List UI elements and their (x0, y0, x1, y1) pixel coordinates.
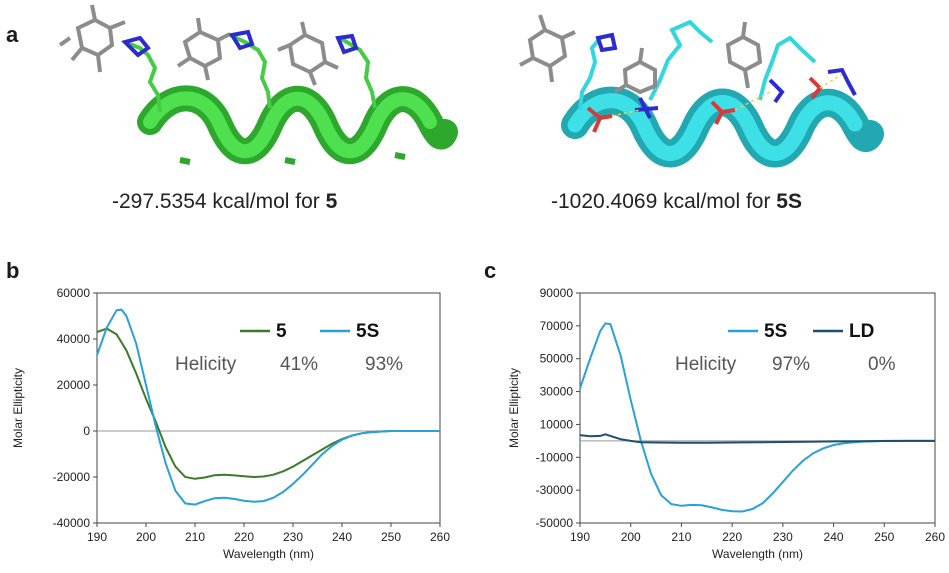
chart-b-y-tick-label: 0 (83, 424, 90, 438)
chart-c-x-axis-label: Wavelength (nm) (712, 547, 803, 561)
right-structure-caption: -1020.4069 kcal/mol for 5S (551, 190, 802, 214)
molecular-structures (58, 4, 884, 168)
chart-c-y-axis-label: Molar Ellipticity (507, 368, 521, 448)
chart-b-y-tick-label: -20000 (53, 470, 91, 484)
chart-b-y-tick-label: 20000 (57, 378, 91, 392)
panel-letter-c: c (484, 258, 497, 283)
chart-b-x-tick-label: 200 (136, 530, 156, 544)
left-helix-ribbon (137, 85, 458, 165)
chart-b-x-tick-label: 260 (430, 530, 450, 544)
chart-b-x-tick-label: 240 (332, 530, 352, 544)
chart-c-x-tick-label: 210 (671, 530, 691, 544)
chart-b-legend-label-5: 5 (276, 321, 287, 342)
chart-c-plot-frame (579, 292, 936, 524)
chart-b-x-tick-label: 210 (185, 530, 205, 544)
chart-b-x-axis-label: Wavelength (nm) (223, 547, 314, 561)
chart-c-y-tick-label: -10000 (536, 450, 574, 464)
right-helix-structure (519, 14, 884, 168)
chart-c-legend-label-5s: 5S (764, 321, 787, 342)
chart-b-helicity-value-5s: 93% (365, 354, 403, 375)
left-structure-caption: -297.5354 kcal/mol for 5 (112, 190, 337, 214)
right-nitrogen-atoms (595, 32, 857, 119)
chart-c-helicity-value-5s: 97% (772, 354, 810, 375)
chart-b-y-tick-label: -40000 (53, 516, 91, 530)
left-caption-energy: -297.5354 kcal/mol for (112, 190, 326, 213)
chart-b-plot-frame (96, 292, 441, 524)
left-helix-structure (58, 4, 458, 165)
chart-c-y-tick-label: 30000 (540, 385, 574, 399)
right-oxygen-atoms (586, 76, 823, 133)
chart-b-legend-label-5s: 5S (356, 321, 379, 342)
chart-c-y-tick-label: 10000 (540, 417, 574, 431)
chart-c-legend-label-ld: LD (849, 321, 874, 342)
chart-b-y-tick-label: 60000 (57, 286, 91, 300)
chart-b-x-tick-label: 250 (381, 530, 401, 544)
chart-b-helicity-label: Helicity (175, 354, 237, 375)
right-caption-energy: -1020.4069 kcal/mol for (551, 190, 777, 213)
chart-c-helicity-value-ld: 0% (868, 354, 896, 375)
chart-b-y-tick-label: 40000 (57, 332, 91, 346)
left-sugar-groups (58, 4, 339, 86)
panel-letter-a: a (6, 22, 19, 47)
chart-c-x-tick-label: 260 (925, 530, 945, 544)
chart-c-y-tick-label: -30000 (536, 483, 574, 497)
right-linker-chains (578, 19, 817, 111)
chart-c-y-tick-label: 50000 (540, 352, 574, 366)
right-sugar-groups (519, 14, 763, 95)
panel-letter-b: b (6, 258, 20, 283)
left-caption-compound: 5 (325, 190, 338, 213)
chart-c-x-tick-label: 240 (824, 530, 844, 544)
chart-c-y-tick-label: -50000 (536, 516, 574, 530)
chart-b-helicity-value-5: 41% (280, 354, 318, 375)
chart-c-x-tick-label: 220 (722, 530, 742, 544)
right-caption-compound: 5S (776, 190, 802, 213)
right-hydrogen-bonds (611, 73, 843, 117)
chart-b-x-tick-label: 190 (87, 530, 107, 544)
chart-c-x-tick-label: 190 (570, 530, 590, 544)
chart-c-x-tick-label: 230 (773, 530, 793, 544)
chart-c-y-tick-label: 70000 (540, 319, 574, 333)
chart-c-y-tick-label: 90000 (540, 286, 574, 300)
chart-b-x-tick-label: 230 (283, 530, 303, 544)
chart-c-helicity-label: Helicity (675, 354, 737, 375)
chart-c-x-tick-label: 200 (621, 530, 641, 544)
left-linker-chains (124, 33, 377, 113)
chart-b-x-tick-label: 220 (234, 530, 254, 544)
left-nitrogen-atoms (121, 29, 359, 58)
right-helix-ribbon (561, 86, 884, 168)
chart-c-series-line-5s (579, 322, 935, 513)
chart-c-series-line-ld (579, 433, 935, 444)
chart-b-y-axis-label: Molar Ellipticity (11, 368, 25, 448)
chart-b-series-line-5s (96, 308, 440, 506)
chart-c-x-tick-label: 250 (874, 530, 894, 544)
